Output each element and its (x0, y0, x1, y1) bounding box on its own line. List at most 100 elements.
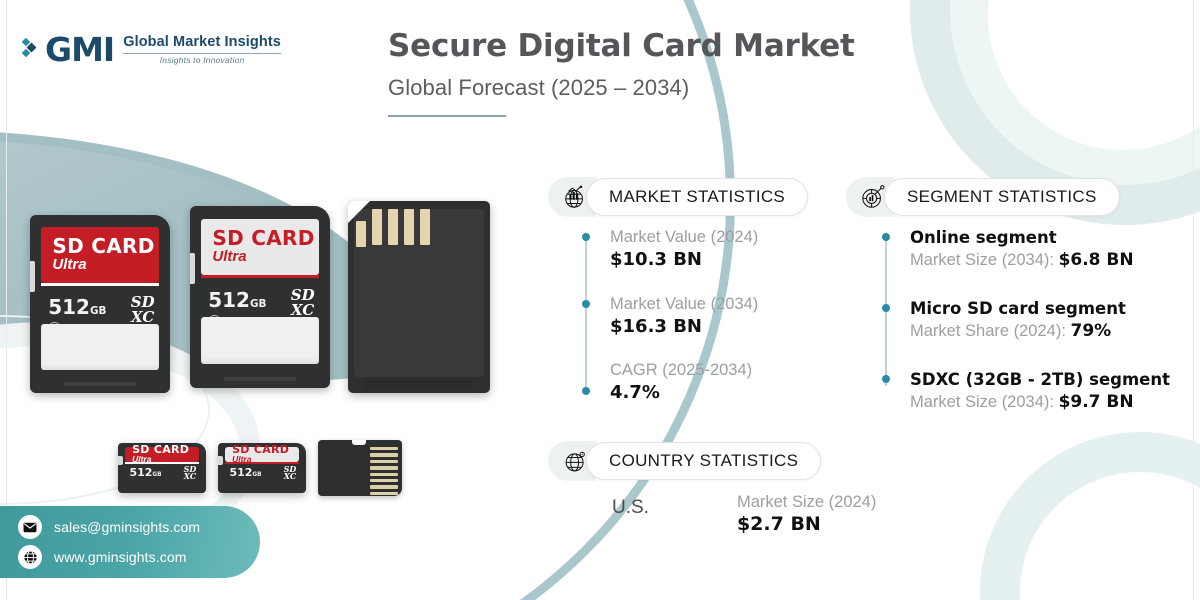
segment-stat-label: Market Share (2024): (910, 321, 1071, 340)
sd-format-bottom: XC (291, 300, 315, 319)
segment-stat-detail: Market Size (2034): $9.7 BN (910, 391, 1185, 415)
sd-card-band-underline (41, 282, 159, 286)
market-stat-label: Market Value (2034) (610, 294, 759, 313)
micro-sd-pin (370, 447, 398, 451)
micro-sd-capacity: 512GB (129, 466, 161, 479)
micro-sd-format-bottom: XC (183, 471, 197, 482)
bullet-dot (881, 303, 890, 312)
segment-statistics-header: SEGMENT STATISTICS (846, 177, 1120, 217)
sd-format-top: SD (290, 285, 315, 304)
country-metric: Market Size (2024) $2.7 BN (737, 493, 876, 535)
sd-card-capacity-unit: GB (89, 305, 107, 318)
sd-card-write-label (201, 317, 319, 365)
sd-format-top: SD (130, 293, 155, 312)
micro-sd-notch (352, 440, 366, 445)
market-stat-label: Market Value (2024) (610, 228, 759, 246)
micro-sd-format-bottom: XC (283, 471, 297, 482)
bullet-dot (881, 233, 890, 241)
micro-sd-band-underline (125, 462, 199, 464)
sd-card-format-logo: SD XC (131, 295, 155, 324)
segment-stat-label: Market Size (2034): (910, 251, 1059, 270)
segment-stat-detail: Market Share (2024): 79% (910, 320, 1185, 344)
market-stat-value: $16.3 BN (610, 315, 702, 337)
sd-card-format-logo: SD XC (291, 288, 315, 317)
micro-sd-band-underline (225, 462, 299, 464)
market-statistics-heading: MARKET STATISTICS (609, 187, 786, 206)
sd-format-bottom: XC (131, 307, 155, 326)
market-statistics-list: Market Value (2024) $10.3 BN Market Valu… (580, 226, 830, 406)
sd-card-back-foot (365, 380, 473, 389)
micro-sd-contact-pins (370, 447, 398, 496)
segment-stat-title: Online segment (910, 228, 1057, 247)
micro-sd-capacity-unit: GB (152, 471, 162, 478)
sd-card-brand-band: SD CARD Ultra (41, 227, 159, 283)
micro-sd-capacity-number: 512 (229, 465, 253, 479)
sd-card-capacity-number: 512 (208, 287, 250, 312)
segment-statistics-list: Online segment Market Size (2034): $6.8 … (880, 226, 1185, 415)
sd-card-capacity: 512GB (48, 295, 106, 319)
company-logo[interactable]: GMI Global Market Insights Insights to I… (22, 33, 281, 66)
bullet-dot (881, 374, 890, 383)
sd-card-band-underline (201, 275, 319, 279)
contact-website-row[interactable]: www.gminsights.com (18, 545, 260, 569)
logo-tagline: Insights to Innovation (159, 54, 245, 65)
segment-stat-value: 79% (1070, 320, 1112, 341)
micro-sd-card-back (318, 440, 402, 496)
sd-card-write-label (41, 323, 159, 370)
decor-ring-bottom-right-inner (1020, 472, 1200, 600)
sd-pin (356, 221, 366, 247)
country-statistics-heading: COUNTRY STATISTICS (609, 451, 799, 470)
sd-card-front-red: SD CARD Ultra 512GB 2 SD XC (30, 215, 170, 393)
sd-card-corner-cut (348, 201, 370, 223)
micro-sd-format-logo: SD XC (283, 463, 297, 482)
micro-sd-pin (370, 485, 398, 489)
segment-stat-item: SDXC (32GB - 2TB) segment Market Size (2… (880, 368, 1185, 415)
country-statistics-pill: COUNTRY STATISTICS (586, 442, 822, 480)
segment-stat-value: $6.8 BN (1058, 250, 1134, 271)
segment-stat-label: Market Size (2034): (910, 392, 1059, 411)
sd-card-capacity: 512GB (208, 288, 266, 312)
micro-sd-brand-text: SD CARD (232, 443, 290, 456)
micro-sd-format-top: SD (183, 463, 197, 474)
micro-sd-format-logo: SD XC (183, 463, 197, 482)
contact-email-row[interactable]: sales@gminsights.com (18, 515, 260, 539)
country-statistics-header: COUNTRY STATISTICS (548, 441, 822, 481)
logo-mark-text: GMI (45, 30, 115, 69)
title-underline (388, 114, 506, 117)
micro-sd-pin (370, 472, 398, 476)
bullet-dot (581, 387, 590, 396)
sd-card-capacity-unit: GB (249, 297, 267, 310)
logo-divider (123, 52, 281, 54)
logo-diamond-icon (22, 35, 36, 65)
sd-card-front-white: SD CARD Ultra 512GB 2 SD XC (190, 206, 330, 388)
micro-sd-line-text: Ultra (232, 454, 252, 465)
segment-stat-title: Micro SD card segment (910, 298, 1126, 318)
segment-statistics-heading: SEGMENT STATISTICS (907, 187, 1097, 206)
contact-website-text: www.gminsights.com (54, 549, 187, 565)
micro-sd-format-top: SD (283, 463, 297, 474)
micro-sd-capacity: 512GB (229, 466, 261, 479)
market-stat-value: 4.7% (610, 382, 660, 404)
micro-sd-line-text: Ultra (132, 454, 152, 465)
sd-card-brand-text: SD CARD (212, 226, 315, 251)
sd-card-contact-pins (356, 209, 430, 247)
market-stat-connector (585, 234, 587, 392)
segment-stat-item: Micro SD card segment Market Share (2024… (880, 297, 1185, 344)
sd-card-capacity-number: 512 (48, 295, 90, 320)
segment-stat-detail: Market Size (2034): $6.8 BN (910, 249, 1185, 273)
segment-statistics-pill: SEGMENT STATISTICS (884, 178, 1120, 216)
country-metric-value: $2.7 BN (736, 513, 821, 535)
sd-pin (372, 209, 382, 245)
title-block: Secure Digital Card Market Global Foreca… (388, 27, 1028, 117)
envelope-icon (18, 515, 42, 539)
market-statistics-header: MARKET STATISTICS (548, 177, 809, 217)
market-stat-item: Market Value (2024) $10.3 BN (580, 226, 830, 273)
micro-sd-pin (370, 478, 398, 483)
decor-right-edge-rule (1193, 0, 1194, 600)
segment-stat-value: $9.7 BN (1058, 391, 1134, 412)
sd-pin (420, 209, 430, 245)
sd-pin (388, 209, 398, 245)
segment-stat-item: Online segment Market Size (2034): $6.8 … (880, 226, 1185, 273)
country-statistics-row: U.S. Market Size (2024) $2.7 BN (612, 493, 876, 535)
